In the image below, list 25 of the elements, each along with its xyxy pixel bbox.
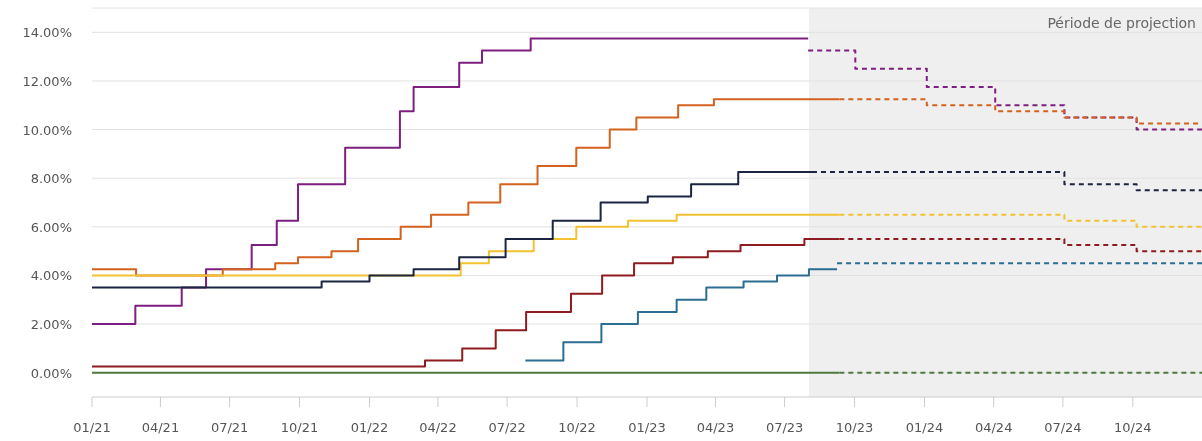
x-tick-label: 01/23 bbox=[628, 420, 666, 435]
y-tick-label: 12.00% bbox=[22, 73, 72, 89]
x-tick-label: 07/24 bbox=[1044, 420, 1082, 435]
x-tick-label: 07/23 bbox=[765, 420, 804, 435]
x-tick-label: 10/24 bbox=[1114, 420, 1152, 435]
y-tick-label: 8.00% bbox=[30, 171, 72, 187]
x-tick-label: 07/21 bbox=[210, 420, 249, 435]
y-tick-label: 10.00% bbox=[22, 122, 72, 138]
band-label: Période de projection bbox=[1047, 15, 1196, 31]
x-tick-label: 10/23 bbox=[835, 420, 874, 435]
x-tick-label: 10/22 bbox=[558, 420, 596, 435]
y-tick-label: 2.00% bbox=[30, 317, 72, 333]
x-tick-label: 04/22 bbox=[419, 420, 457, 435]
x-tick-label: 01/22 bbox=[350, 420, 389, 435]
y-tick-label: 4.00% bbox=[30, 268, 72, 284]
x-tick-label: 07/22 bbox=[488, 420, 526, 435]
y-tick-label: 6.00% bbox=[30, 219, 72, 235]
x-tick-label: 04/24 bbox=[974, 420, 1013, 435]
y-tick-label: 14.00% bbox=[22, 25, 72, 41]
x-tick-label: 01/21 bbox=[73, 420, 111, 435]
y-tick-label: 0.00% bbox=[30, 365, 72, 381]
x-tick-label: 04/21 bbox=[141, 420, 180, 435]
x-tick-label: 04/23 bbox=[696, 420, 735, 435]
x-tick-label: 01/24 bbox=[905, 420, 944, 435]
x-tick-label: 10/21 bbox=[280, 420, 319, 435]
